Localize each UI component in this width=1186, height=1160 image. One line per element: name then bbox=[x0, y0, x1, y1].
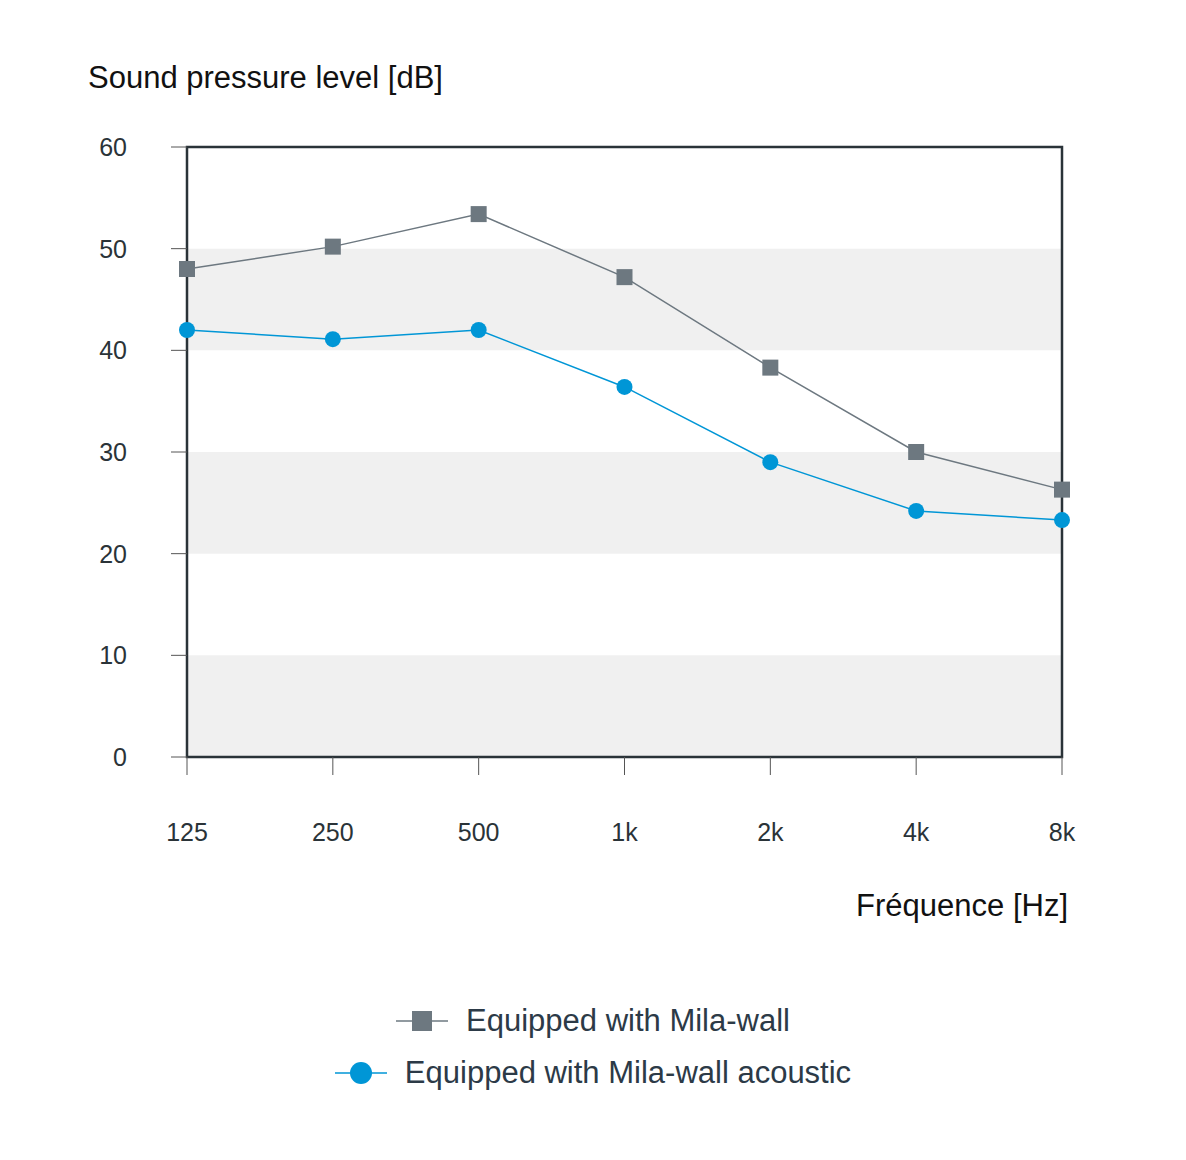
svg-text:8k: 8k bbox=[1049, 818, 1076, 846]
html-text:Sound pressure level [dB]: Sound pressure level [dB] bbox=[88, 60, 443, 95]
svg-text:4k: 4k bbox=[903, 818, 930, 846]
svg-text:60: 60 bbox=[99, 133, 127, 161]
html-text:Fréquence [Hz]: Fréquence [Hz] bbox=[856, 888, 1068, 923]
html-text:Equipped with Mila-wall: Equipped with Mila-wall bbox=[466, 1003, 790, 1038]
svg-text:500: 500 bbox=[458, 818, 500, 846]
svg-text:40: 40 bbox=[99, 336, 127, 364]
svg-text:2k: 2k bbox=[757, 818, 784, 846]
svg-text:20: 20 bbox=[99, 540, 127, 568]
svg-text:30: 30 bbox=[99, 438, 127, 466]
svg-text:125: 125 bbox=[166, 818, 208, 846]
svg-text:0: 0 bbox=[113, 743, 127, 771]
svg-text:1k: 1k bbox=[611, 818, 638, 846]
svg-text:250: 250 bbox=[312, 818, 354, 846]
svg-text:10: 10 bbox=[99, 641, 127, 669]
html-text:Equipped with Mila-wall acoust: Equipped with Mila-wall acoustic bbox=[404, 1055, 852, 1090]
svg-text:50: 50 bbox=[99, 235, 127, 263]
